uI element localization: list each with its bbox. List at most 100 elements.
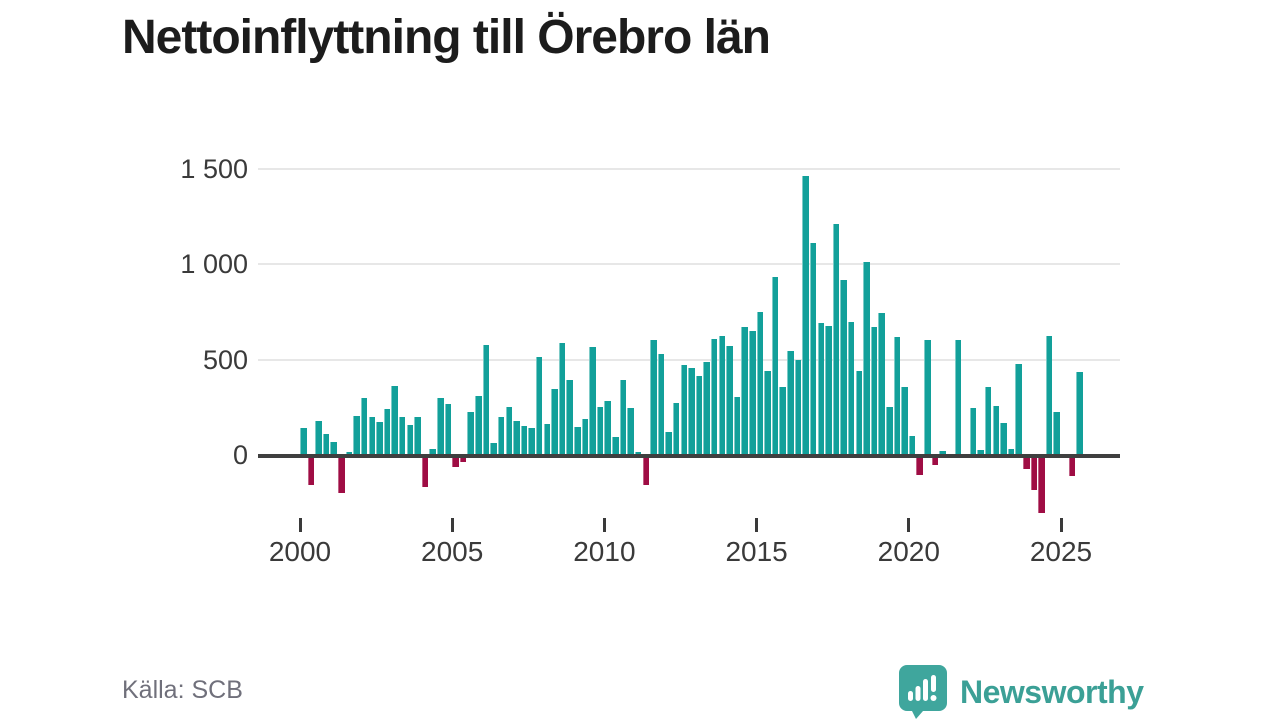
source-caption: Källa: SCB bbox=[122, 676, 243, 704]
bar-2022Q3 bbox=[984, 387, 992, 454]
bar-2021Q3 bbox=[954, 340, 962, 454]
bar-2022Q4 bbox=[992, 405, 1000, 454]
bar-2017Q1 bbox=[817, 323, 825, 454]
bar-2011Q2 bbox=[642, 457, 650, 485]
bar-2004Q2 bbox=[429, 449, 436, 454]
y-axis-label-1000: 1 000 bbox=[180, 249, 248, 279]
bar-2005Q3 bbox=[467, 411, 474, 454]
bar-2006Q2 bbox=[490, 443, 497, 454]
bar-2012Q1 bbox=[665, 431, 672, 454]
bar-2023Q4 bbox=[1023, 457, 1030, 469]
bar-2002Q3 bbox=[376, 422, 383, 454]
chart-title: Nettoinflyttning till Örebro län bbox=[122, 11, 771, 64]
x-tick-2000 bbox=[298, 518, 302, 532]
bar-2009Q2 bbox=[581, 419, 589, 454]
bar-2014Q4 bbox=[749, 330, 756, 454]
bar-2010Q4 bbox=[627, 408, 634, 454]
bar-2014Q2 bbox=[733, 397, 741, 454]
bar-2024Q4 bbox=[1053, 412, 1060, 454]
bar-2008Q2 bbox=[551, 389, 558, 454]
bar-2007Q2 bbox=[520, 425, 528, 454]
newsworthy-badge-icon bbox=[899, 665, 947, 719]
bar-2003Q1 bbox=[391, 385, 398, 454]
bar-2001Q1 bbox=[330, 442, 337, 454]
bar-2013Q3 bbox=[710, 339, 718, 454]
bar-2012Q3 bbox=[680, 364, 688, 454]
bar-2019Q2 bbox=[886, 406, 893, 454]
bar-2020Q1 bbox=[908, 435, 916, 454]
y-axis-label-0: 0 bbox=[232, 440, 248, 470]
bar-2010Q1 bbox=[604, 400, 611, 454]
bar-2011Q4 bbox=[657, 354, 665, 454]
bar-2015Q4 bbox=[779, 387, 786, 454]
x-axis-label-2025: 2025 bbox=[1029, 536, 1093, 567]
bar-2022Q2 bbox=[977, 450, 984, 454]
bar-2020Q2 bbox=[916, 457, 923, 476]
bar-2012Q4 bbox=[688, 367, 695, 454]
bar-2004Q4 bbox=[444, 404, 452, 454]
bar-2016Q1 bbox=[787, 350, 794, 454]
x-tick-2005 bbox=[450, 518, 454, 532]
x-tick-2010 bbox=[602, 518, 606, 532]
bar-2006Q1 bbox=[482, 345, 490, 454]
bar-2013Q4 bbox=[718, 335, 726, 454]
bar-2002Q4 bbox=[383, 409, 391, 454]
bar-2006Q4 bbox=[505, 407, 513, 454]
bar-2008Q4 bbox=[566, 379, 573, 454]
bar-2005Q4 bbox=[475, 396, 482, 454]
bar-2018Q3 bbox=[863, 262, 870, 454]
y-axis-label-1500: 1 500 bbox=[180, 153, 248, 184]
bar-2018Q4 bbox=[870, 326, 878, 454]
bar-2001Q2 bbox=[338, 457, 345, 493]
bar-2000Q3 bbox=[315, 421, 322, 454]
brand-logo: Newsworthy bbox=[898, 664, 1144, 720]
bar-2018Q2 bbox=[855, 371, 863, 454]
bar-2017Q2 bbox=[825, 325, 832, 454]
bar-2016Q4 bbox=[809, 243, 817, 454]
bar-2003Q3 bbox=[406, 424, 414, 454]
bar-2016Q3 bbox=[802, 175, 809, 454]
bar-2018Q1 bbox=[847, 322, 855, 454]
bar-2025Q2 bbox=[1068, 457, 1076, 477]
bar-2003Q4 bbox=[414, 417, 421, 454]
bar-2019Q1 bbox=[878, 313, 885, 454]
bar-2006Q3 bbox=[497, 417, 505, 454]
bar-2023Q3 bbox=[1015, 364, 1022, 454]
x-axis-label-2000: 2000 bbox=[268, 536, 332, 567]
bar-2020Q4 bbox=[931, 457, 939, 466]
x-tick-2025 bbox=[1059, 518, 1063, 532]
bar-2000Q1 bbox=[300, 428, 307, 454]
bar-2008Q3 bbox=[558, 343, 566, 454]
bar-2007Q3 bbox=[528, 428, 535, 454]
bar-2001Q3 bbox=[345, 452, 353, 454]
bar-2015Q3 bbox=[771, 277, 779, 454]
bar-2024Q3 bbox=[1045, 335, 1053, 454]
bar-2014Q1 bbox=[726, 345, 733, 454]
x-axis-label-2020: 2020 bbox=[877, 536, 940, 567]
gridline-1500 bbox=[258, 167, 1120, 170]
bar-2010Q2 bbox=[612, 437, 619, 454]
bar-2019Q4 bbox=[901, 386, 908, 454]
brand-name: Newsworthy bbox=[960, 673, 1144, 710]
bar-2014Q3 bbox=[741, 327, 748, 454]
bar-2007Q4 bbox=[535, 357, 543, 454]
bar-2004Q1 bbox=[421, 457, 429, 487]
bar-2023Q1 bbox=[1000, 423, 1007, 454]
bar-2005Q1 bbox=[452, 457, 459, 467]
bar-2001Q4 bbox=[353, 415, 360, 454]
bar-2025Q3 bbox=[1076, 372, 1083, 454]
bar-2010Q3 bbox=[619, 379, 627, 454]
bar-2000Q2 bbox=[307, 457, 315, 486]
bar-2015Q1 bbox=[756, 312, 764, 454]
bar-2000Q4 bbox=[322, 434, 330, 454]
bar-2002Q1 bbox=[360, 397, 368, 454]
bar-2023Q2 bbox=[1007, 449, 1015, 454]
bar-2011Q3 bbox=[650, 339, 657, 454]
x-axis-label-2015: 2015 bbox=[725, 536, 788, 567]
bar-2020Q3 bbox=[924, 340, 931, 454]
bar-2022Q1 bbox=[969, 408, 977, 454]
bar-2007Q1 bbox=[513, 420, 520, 454]
bar-2009Q1 bbox=[574, 427, 581, 454]
bar-2015Q2 bbox=[764, 370, 771, 454]
